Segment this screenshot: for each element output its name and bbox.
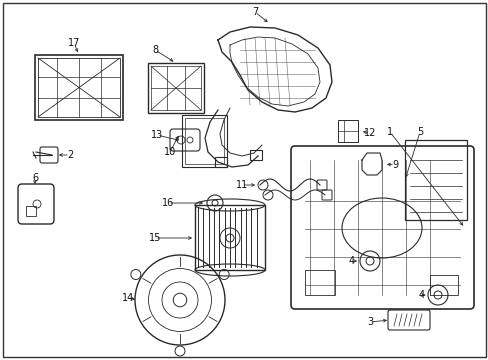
Text: 16: 16: [162, 198, 174, 208]
Bar: [184, 118, 224, 164]
Bar: [148, 63, 203, 113]
Text: 15: 15: [148, 233, 161, 243]
Bar: [429, 275, 457, 295]
Text: 4: 4: [418, 290, 424, 300]
Bar: [35, 55, 123, 120]
Text: 4: 4: [348, 256, 354, 266]
Text: 8: 8: [152, 45, 158, 55]
Text: 5: 5: [416, 127, 422, 137]
Text: 10: 10: [163, 147, 176, 157]
Bar: [38, 58, 120, 117]
Bar: [249, 150, 262, 160]
Bar: [182, 115, 226, 167]
Text: 3: 3: [366, 317, 372, 327]
Text: 1: 1: [386, 127, 392, 137]
Text: 17: 17: [68, 38, 80, 48]
Text: 6: 6: [32, 173, 38, 183]
Bar: [404, 140, 466, 220]
Text: 11: 11: [235, 180, 247, 190]
Text: 12: 12: [363, 128, 375, 138]
Bar: [337, 120, 357, 142]
Text: 2: 2: [67, 150, 73, 160]
Text: 9: 9: [391, 160, 397, 170]
Text: 13: 13: [151, 130, 163, 140]
Bar: [195, 205, 264, 270]
Text: 7: 7: [251, 7, 258, 17]
Text: 14: 14: [122, 293, 134, 303]
Bar: [215, 157, 226, 167]
Bar: [305, 270, 334, 295]
Bar: [26, 206, 36, 216]
Bar: [151, 66, 201, 110]
